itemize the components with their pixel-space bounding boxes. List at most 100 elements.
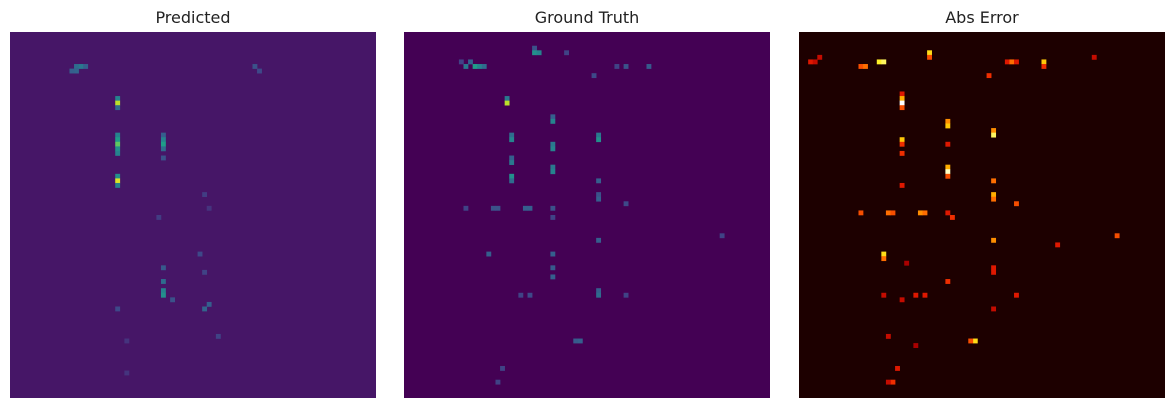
abs-error-cell xyxy=(991,192,997,198)
predicted-cell xyxy=(115,146,121,152)
abs-error-cell xyxy=(1014,292,1019,298)
predicted-cell xyxy=(197,251,203,257)
ground-truth-cell xyxy=(527,205,533,211)
abs-error-cell xyxy=(881,59,887,65)
ground-truth-cell xyxy=(550,265,556,271)
abs-error-cell xyxy=(895,365,900,371)
abs-error-cell xyxy=(899,96,905,101)
abs-error-cell xyxy=(913,292,919,298)
abs-error-cell xyxy=(927,50,932,56)
predicted-cell xyxy=(115,132,121,138)
ground-truth-cell xyxy=(573,338,579,344)
abs-error-cell xyxy=(1055,242,1061,248)
abs-error-cell xyxy=(881,256,887,262)
ground-truth-cell xyxy=(550,164,556,170)
predicted-cell xyxy=(115,182,121,188)
predicted-cell xyxy=(202,192,208,198)
abs-error-cell xyxy=(991,306,997,312)
abs-error-cell xyxy=(885,210,891,216)
abs-error-cell xyxy=(899,182,905,188)
ground-truth-cell xyxy=(591,73,597,79)
predicted-cell xyxy=(78,64,84,69)
abs-error-cell xyxy=(904,260,910,266)
abs-error-cell xyxy=(899,137,905,143)
ground-truth-heatmap xyxy=(404,32,770,398)
predicted-cell xyxy=(215,333,221,339)
abs-error-cell xyxy=(945,141,951,147)
abs-error-heatmap xyxy=(799,32,1165,398)
ground-truth-cell xyxy=(536,50,542,56)
abs-error-cell xyxy=(968,338,974,344)
ground-truth-cell xyxy=(550,141,556,147)
ground-truth-cell xyxy=(719,233,725,239)
abs-error-cell xyxy=(917,210,923,216)
ground-truth-cell xyxy=(518,292,524,298)
predicted-heatmap xyxy=(10,32,376,398)
ground-truth-cell xyxy=(468,59,473,65)
abs-error-cell xyxy=(991,269,997,275)
predicted-cell xyxy=(170,297,176,303)
predicted-cell xyxy=(115,141,121,147)
predicted-panel: Predicted xyxy=(10,0,376,407)
predicted-cell xyxy=(160,292,166,298)
predicted-cell xyxy=(115,137,121,143)
abs-error-cell xyxy=(922,210,928,216)
abs-error-panel: Abs Error xyxy=(799,0,1165,407)
predicted-cell xyxy=(115,150,121,156)
abs-error-cell xyxy=(949,215,955,220)
abs-error-cell xyxy=(991,265,997,271)
abs-error-cell xyxy=(945,173,951,179)
predicted-cell xyxy=(160,137,166,143)
predicted-cell xyxy=(160,155,166,161)
ground-truth-title: Ground Truth xyxy=(534,8,640,27)
predicted-cell xyxy=(206,205,212,211)
abs-error-cell xyxy=(858,210,864,216)
abs-error-cell xyxy=(899,91,905,97)
ground-truth-cell xyxy=(495,205,501,211)
abs-error-cell xyxy=(972,338,978,344)
abs-error-cell xyxy=(863,64,868,69)
ground-truth-cell xyxy=(504,100,510,106)
predicted-cell xyxy=(160,265,166,271)
ground-truth-cell xyxy=(550,169,556,175)
abs-error-cell xyxy=(1014,201,1019,207)
predicted-cell xyxy=(202,269,208,275)
ground-truth-cell xyxy=(646,64,652,69)
predicted-cell xyxy=(252,64,258,69)
abs-error-cell xyxy=(927,54,932,60)
abs-error-cell xyxy=(922,292,928,298)
abs-error-cell xyxy=(817,54,823,60)
ground-truth-cell xyxy=(564,50,570,56)
predicted-cell xyxy=(202,306,208,312)
predicted-cell xyxy=(74,64,79,69)
ground-truth-cell xyxy=(500,365,505,371)
ground-truth-cell xyxy=(477,64,483,69)
abs-error-cell xyxy=(945,118,951,124)
predicted-cell xyxy=(115,173,121,179)
abs-error-cell xyxy=(986,73,992,79)
abs-error-cell xyxy=(945,279,951,284)
ground-truth-cell xyxy=(596,292,602,298)
predicted-cell xyxy=(156,215,162,220)
abs-error-cell xyxy=(1091,54,1097,60)
predicted-cell xyxy=(124,338,130,344)
ground-truth-cell xyxy=(458,59,464,65)
abs-error-cell xyxy=(899,100,905,106)
abs-error-cell xyxy=(1004,59,1010,65)
ground-truth-cell xyxy=(463,64,469,69)
abs-error-cell xyxy=(1014,59,1019,65)
ground-truth-cell xyxy=(596,288,602,294)
abs-error-cell xyxy=(945,123,951,129)
ground-truth-cell xyxy=(577,338,583,344)
ground-truth-cell xyxy=(614,64,620,69)
ground-truth-cell xyxy=(532,50,537,56)
abs-error-title: Abs Error xyxy=(945,8,1019,27)
abs-error-cell xyxy=(899,150,905,156)
predicted-cell xyxy=(115,105,121,111)
ground-truth-cell xyxy=(550,274,556,280)
abs-error-cell xyxy=(945,210,951,216)
ground-truth-cell xyxy=(550,146,556,152)
predicted-cell xyxy=(160,132,166,138)
predicted-cell xyxy=(115,96,121,101)
ground-truth-cell xyxy=(623,201,629,207)
